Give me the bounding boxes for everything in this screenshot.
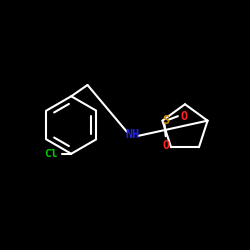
Text: O: O (180, 110, 188, 123)
Text: NH: NH (126, 128, 140, 141)
Text: Cl: Cl (44, 149, 58, 159)
Text: O: O (162, 139, 170, 152)
Text: S: S (162, 114, 169, 127)
